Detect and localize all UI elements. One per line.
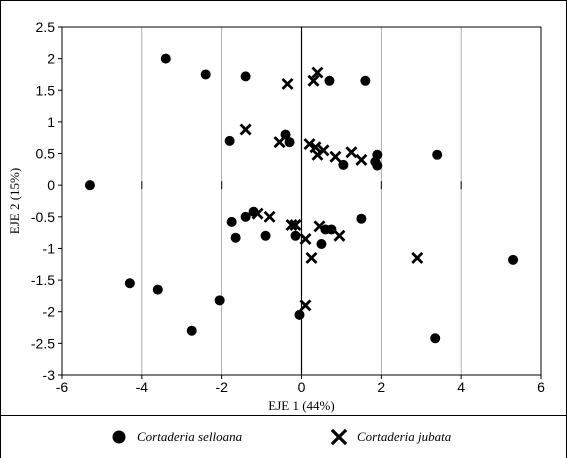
x-tick-label: -2	[215, 379, 228, 395]
y-tick-label: 0.5	[36, 146, 56, 162]
x-tick-label: 2	[377, 379, 385, 395]
point-jubata	[305, 251, 318, 264]
y-tick-label: -2	[43, 304, 56, 320]
y-axis-title: EJE 2 (15%)	[7, 168, 22, 234]
point-selloana	[430, 333, 441, 344]
point-jubata	[239, 123, 252, 136]
point-selloana	[360, 75, 371, 86]
point-jubata	[273, 136, 286, 149]
point-jubata	[299, 232, 312, 245]
y-tick-label: -3	[43, 367, 56, 383]
point-selloana	[290, 230, 301, 241]
point-selloana	[230, 232, 241, 243]
y-tick-label: 2.5	[36, 19, 56, 35]
legend-circle-marker-icon	[112, 430, 126, 444]
x-axis-title: EJE 1 (44%)	[268, 398, 334, 413]
point-selloana	[508, 254, 519, 265]
point-selloana	[200, 69, 211, 80]
legend: Cortaderia selloana Cortaderia jubata	[1, 415, 566, 458]
point-selloana	[432, 149, 443, 160]
point-selloana	[338, 159, 349, 170]
legend-label-jubata: Cortaderia jubata	[357, 429, 452, 444]
point-selloana	[240, 71, 251, 82]
point-selloana	[214, 295, 225, 306]
point-selloana	[152, 284, 163, 295]
point-selloana	[160, 53, 171, 64]
point-jubata	[345, 146, 358, 159]
point-jubata	[281, 77, 294, 90]
scatter-chart: -3 -2.5 -2 -1.5 -1 -0.5 0 0.5 1 1.5 2 2.5 -6 -4 -2 0 2 4 6…	[7, 19, 545, 413]
x-tick-label: 4	[457, 379, 465, 395]
point-jubata	[329, 150, 342, 163]
point-jubata	[299, 299, 312, 312]
y-tick-label: -1	[43, 240, 56, 256]
point-selloana	[260, 230, 271, 241]
point-selloana	[226, 216, 237, 227]
y-tick-label: 0	[47, 177, 55, 193]
point-selloana	[240, 211, 251, 222]
y-tick-label: 2	[47, 51, 55, 67]
point-selloana	[124, 278, 135, 289]
point-jubata	[307, 74, 320, 87]
point-jubata	[251, 207, 264, 220]
point-selloana	[284, 137, 295, 148]
legend-item-jubata: Cortaderia jubata	[331, 428, 451, 446]
y-tick-label: -0.5	[31, 209, 55, 225]
x-tick-label: 0	[298, 379, 306, 395]
point-jubata	[311, 148, 324, 161]
legend-item-selloana: Cortaderia selloana	[111, 428, 242, 446]
legend-label-selloana: Cortaderia selloana	[137, 429, 243, 444]
x-tick-label: -6	[56, 379, 69, 395]
point-jubata	[333, 229, 346, 242]
point-selloana	[84, 180, 95, 191]
y-tick-label: -2.5	[31, 335, 55, 351]
point-jubata	[313, 220, 326, 233]
y-tick-label: 1	[47, 114, 55, 130]
point-jubata	[303, 138, 316, 151]
point-jubata	[285, 219, 298, 232]
point-jubata	[411, 251, 424, 264]
point-selloana	[224, 135, 235, 146]
point-selloana	[356, 213, 367, 224]
point-jubata	[263, 210, 276, 223]
point-jubata	[311, 66, 324, 79]
y-tick-label: -1.5	[31, 272, 55, 288]
point-selloana	[186, 325, 197, 336]
x-tick-label: -4	[136, 379, 149, 395]
y-tick-label: 1.5	[36, 82, 56, 98]
point-jubata	[289, 219, 302, 232]
legend-x-marker-icon	[331, 429, 347, 445]
point-selloana	[316, 239, 327, 250]
point-selloana	[324, 75, 335, 86]
x-tick-label: 6	[537, 379, 545, 395]
point-selloana	[372, 160, 383, 171]
point-selloana	[294, 309, 305, 320]
point-jubata	[355, 153, 368, 166]
